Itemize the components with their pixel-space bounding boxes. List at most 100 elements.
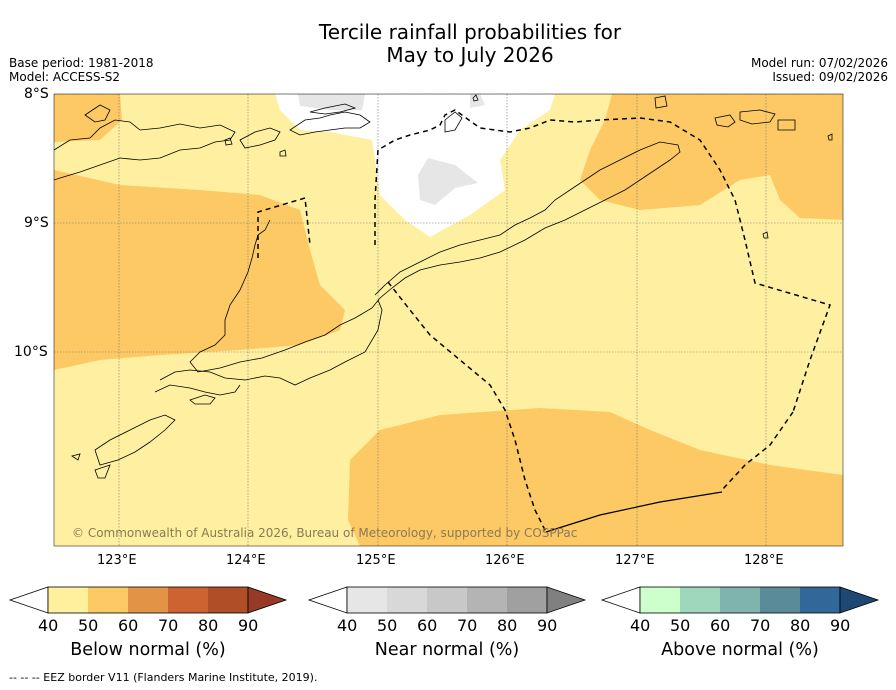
below-colorbar-segment-5	[208, 587, 248, 613]
below-normal-60-region-northwest	[54, 94, 122, 142]
coast-islet-4	[444, 111, 463, 133]
below-tick-50: 50	[78, 616, 99, 635]
below-tick-40: 40	[38, 616, 59, 635]
near-tick-90: 90	[537, 616, 558, 635]
above-tick-90: 90	[830, 616, 851, 635]
coast-rote-2	[71, 453, 81, 461]
below-colorbar-segment-2	[88, 587, 128, 613]
near-tick-40: 40	[337, 616, 358, 635]
above-colorbar-segment-3	[720, 587, 760, 613]
graticule	[54, 94, 843, 546]
lon-label-124e: 124°E	[226, 553, 266, 568]
near-normal-50-patch-north	[298, 94, 365, 110]
coast-babar-2	[739, 109, 776, 125]
copyright-note: © Commonwealth of Australia 2026, Bureau…	[72, 526, 578, 540]
coast-alor-2	[289, 111, 371, 136]
near-colorbar-extend-low	[307, 586, 348, 614]
near-tick-60: 60	[417, 616, 438, 635]
coastlines	[54, 94, 833, 479]
above-colorbar-segment-1	[640, 587, 680, 613]
lon-label-125e: 125°E	[356, 553, 396, 568]
coast-babar-1	[714, 114, 736, 128]
lat-label-9s: 9°S	[24, 215, 49, 231]
colorbar-above-normal	[600, 586, 880, 614]
coast-islet-6	[762, 231, 769, 239]
above-colorbar-segment-2	[680, 587, 720, 613]
above-colorbar-segment-5	[800, 587, 840, 613]
above-normal-title: Above normal (%)	[661, 640, 819, 660]
above-tick-60: 60	[710, 616, 731, 635]
coast-savu	[189, 394, 216, 405]
lat-label-8s: 8°S	[24, 86, 49, 102]
above-tick-70: 70	[750, 616, 771, 635]
below-normal-60-region-south	[348, 408, 843, 546]
coast-islet-2	[279, 149, 287, 157]
eez-south	[387, 281, 547, 533]
near-colorbar-segment-4	[467, 587, 507, 613]
coast-west-timor-coast	[159, 299, 383, 386]
below-tick-70: 70	[158, 616, 179, 635]
coast-rote	[94, 414, 176, 466]
lon-label-128e: 128°E	[744, 553, 784, 568]
coast-leti	[654, 95, 668, 109]
near-colorbar-segment-5	[507, 587, 547, 613]
below-tick-90: 90	[238, 616, 259, 635]
above-colorbar-extend-high	[839, 586, 880, 614]
near-tick-70: 70	[457, 616, 478, 635]
eez-east-timor-north	[374, 109, 831, 413]
above-tick-80: 80	[790, 616, 811, 635]
title-line-2: May to July 2026	[386, 43, 554, 67]
below-normal-title: Below normal (%)	[70, 640, 226, 660]
near-colorbar-segment-3	[427, 587, 467, 613]
below-colorbar-segment-4	[168, 587, 208, 613]
model-run: Model run: 07/02/2026	[750, 56, 888, 70]
colorbar-below-normal	[8, 586, 288, 614]
coast-islet-3	[472, 94, 479, 102]
coast-flores-islands	[54, 119, 236, 181]
coast-babar-3	[777, 119, 796, 131]
below-colorbar-segment-1	[48, 587, 88, 613]
coast-rote-3	[94, 464, 111, 479]
near-normal-50-patch-center	[418, 158, 478, 205]
above-tick-40: 40	[630, 616, 651, 635]
lon-label-126e: 126°E	[485, 553, 525, 568]
coast-islet-5	[827, 133, 833, 141]
near-colorbar-extend-high	[546, 586, 587, 614]
below-tick-60: 60	[118, 616, 139, 635]
eez-south-east	[721, 411, 794, 491]
coast-timor	[189, 141, 681, 373]
coast-alor-1	[239, 127, 281, 149]
lon-label-127e: 127°E	[615, 553, 655, 568]
lon-label-123e: 123°E	[97, 553, 137, 568]
coast-islet-1	[224, 137, 233, 146]
above-colorbar-segment-4	[760, 587, 800, 613]
map-frame	[53, 93, 844, 547]
issued-date: Issued: 09/02/2026	[772, 70, 888, 84]
no-dominant-category-region	[275, 94, 555, 237]
eez-timor-leste	[257, 197, 311, 258]
model-name: Model: ACCESS-S2	[9, 70, 121, 84]
colorbar-near-normal	[307, 586, 587, 614]
eez-footnote: -- -- -- EEZ border V11 (Flanders Marine…	[9, 671, 318, 684]
near-tick-50: 50	[377, 616, 398, 635]
coast-sumba	[154, 384, 241, 396]
lat-label-10s: 10°S	[14, 344, 48, 360]
above-colorbar-extend-low	[600, 586, 641, 614]
near-normal-title: Near normal (%)	[374, 640, 520, 660]
base-period: Base period: 1981-2018	[9, 56, 154, 70]
title-line-1: Tercile rainfall probabilities for	[318, 20, 622, 44]
above-tick-50: 50	[670, 616, 691, 635]
below-colorbar-extend-high	[247, 586, 288, 614]
near-colorbar-segment-2	[387, 587, 427, 613]
eez-solid-segment	[545, 491, 723, 533]
coast-flores-2	[84, 104, 111, 123]
below-colorbar-segment-3	[128, 587, 168, 613]
eez-borders	[257, 109, 831, 533]
below-tick-80: 80	[198, 616, 219, 635]
near-colorbar-segment-1	[347, 587, 387, 613]
below-normal-60-region-west	[54, 170, 345, 370]
below-colorbar-extend-low	[8, 586, 49, 614]
coast-wetar	[309, 103, 357, 115]
near-tick-80: 80	[497, 616, 518, 635]
